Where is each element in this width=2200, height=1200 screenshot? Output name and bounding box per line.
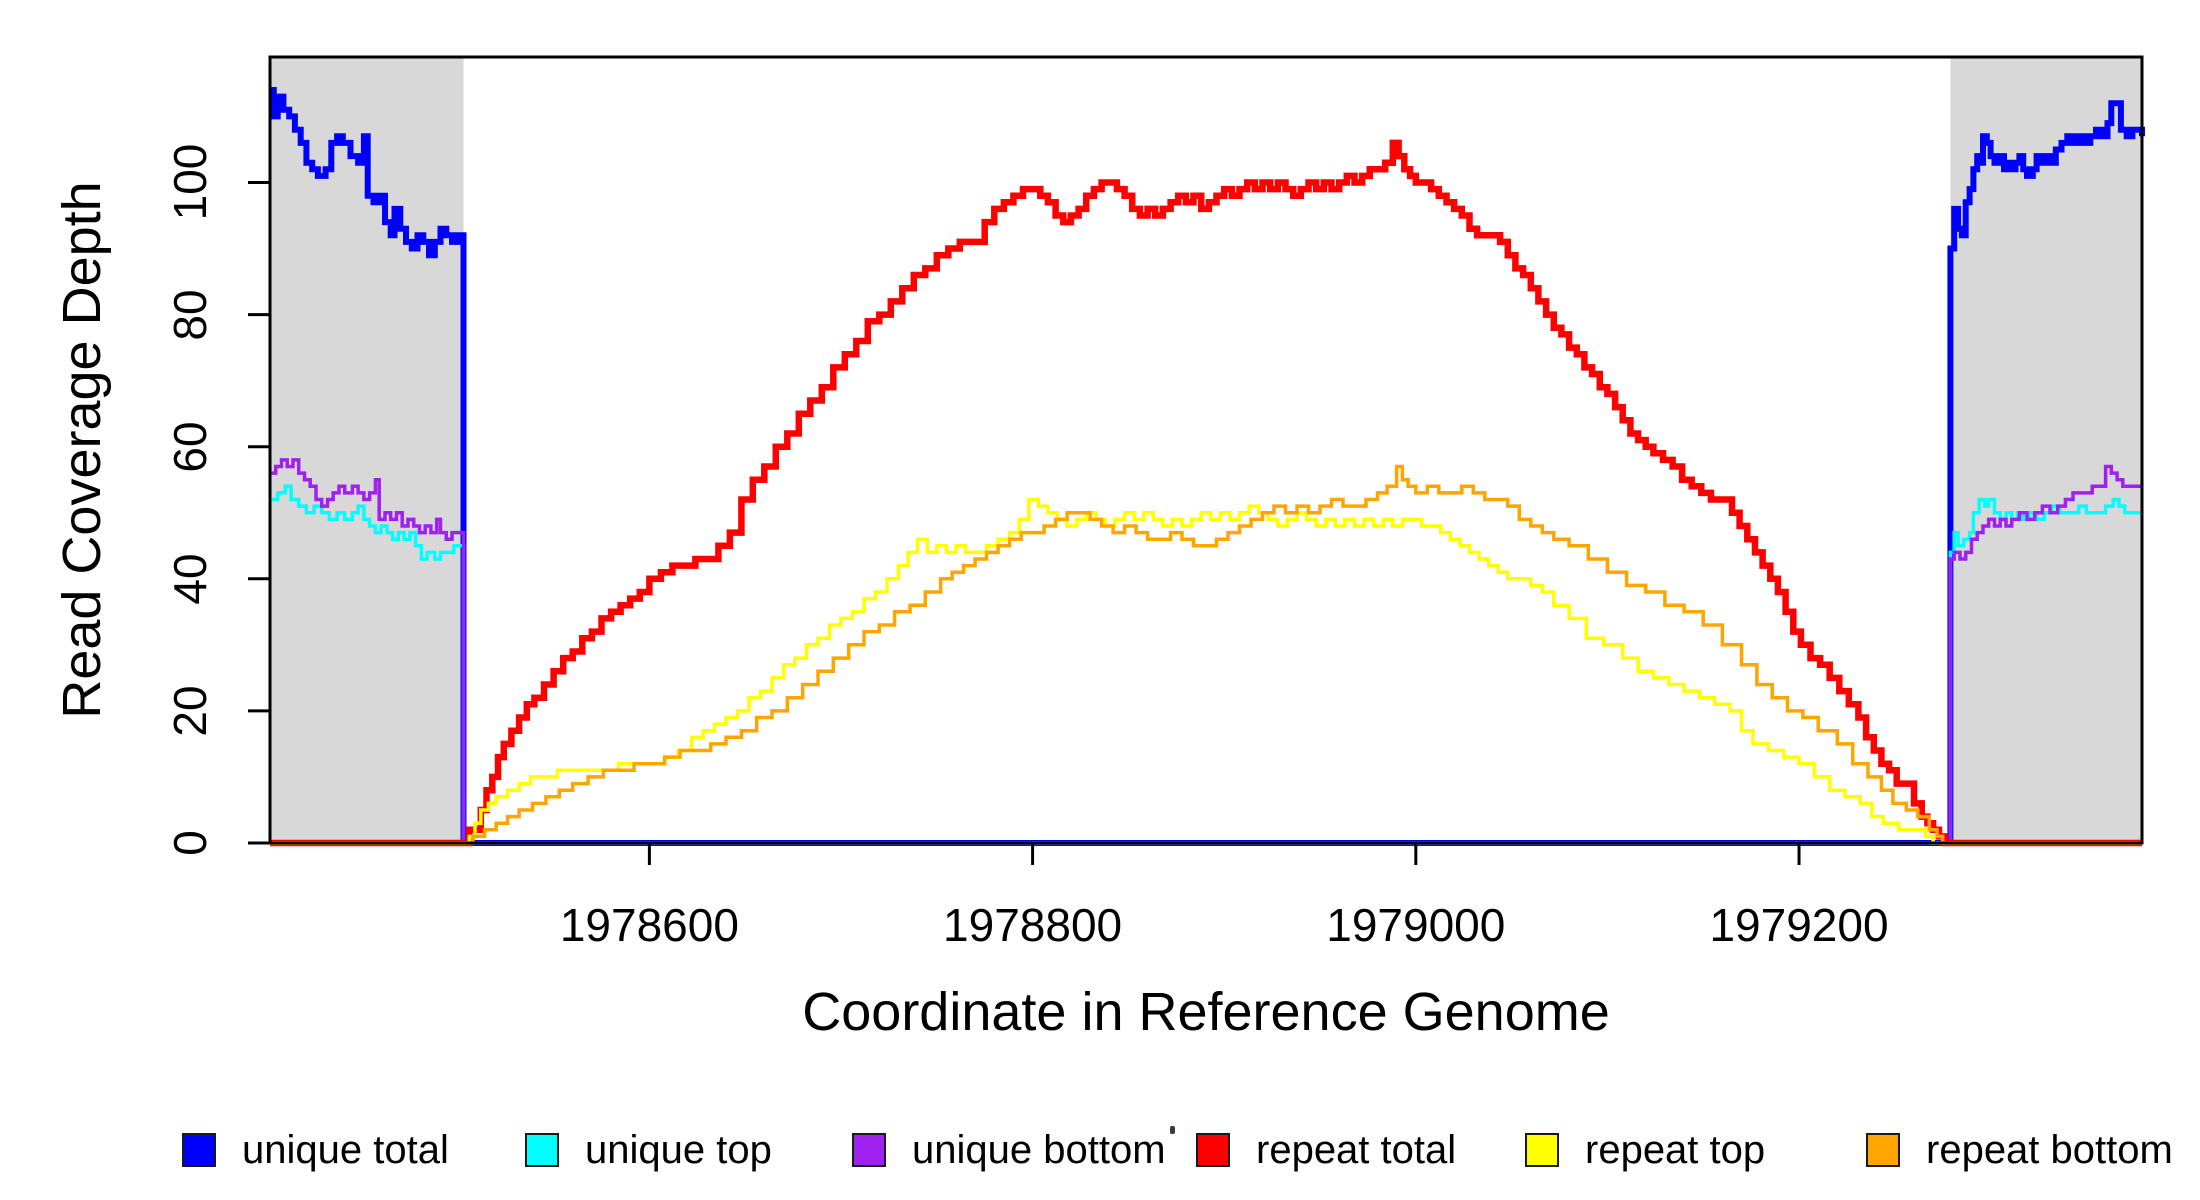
plot-border: [268, 55, 2144, 845]
series-unique-bottom: [270, 458, 2142, 845]
x-tick-label-3: 1979200: [1709, 899, 1889, 951]
y-tick-label-2: 40: [164, 553, 216, 605]
stray-mark: [1170, 1126, 1175, 1134]
y-tick-label-3: 60: [164, 421, 216, 473]
series-repeat-bottom: [270, 464, 2142, 845]
series-repeat-top: [270, 497, 2142, 845]
y-tick-label-1: 20: [164, 685, 216, 737]
y-tick-label-0: 0: [164, 830, 216, 856]
x-axis-title: Coordinate in Reference Genome: [802, 982, 1610, 1042]
shaded-region-1: [1950, 57, 2142, 843]
y-tick-label-5: 100: [164, 144, 216, 221]
series-unique-total: [270, 87, 2145, 846]
series-unique-top: [270, 484, 2142, 845]
y-axis-title: Read Coverage Depth: [52, 181, 112, 719]
series-repeat-total: [270, 139, 2142, 847]
x-tick-label-2: 1979000: [1326, 899, 1506, 951]
x-tick-label-0: 1978600: [559, 899, 739, 951]
x-tick-label-1: 1978800: [943, 899, 1123, 951]
y-tick-label-4: 80: [164, 289, 216, 341]
